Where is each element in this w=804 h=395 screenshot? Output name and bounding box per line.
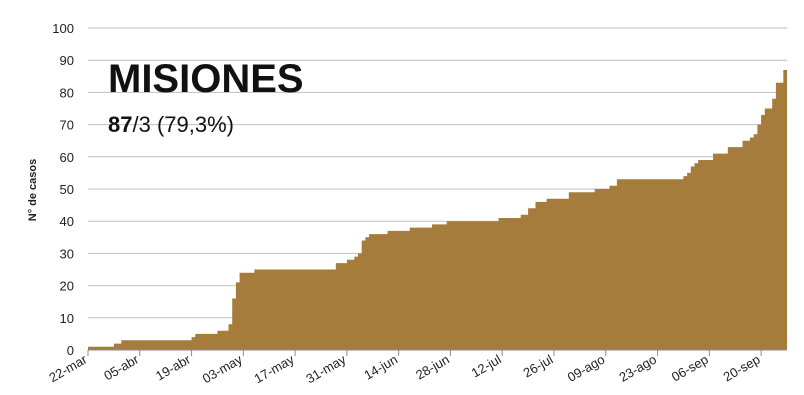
x-tick-label: 31-may xyxy=(303,351,348,386)
y-axis-tick-labels: 0 10 20 30 40 50 60 70 80 90 100 xyxy=(52,21,74,358)
x-tick-label: 23-ago xyxy=(617,352,660,385)
y-tick-label: 100 xyxy=(52,21,74,36)
gridlines xyxy=(88,27,787,351)
x-tick-label: 17-may xyxy=(252,351,297,386)
x-tick-label: 20-sep xyxy=(721,352,763,385)
chart-title: MISIONES xyxy=(108,57,304,101)
x-tick-label: 09-ago xyxy=(565,352,608,385)
subtitle-bold-count: 87 xyxy=(108,112,132,137)
x-tick-label: 06-sep xyxy=(669,352,711,385)
y-tick-label: 60 xyxy=(60,150,74,165)
x-tick-label: 19-abr xyxy=(153,351,194,383)
cases-area xyxy=(88,69,787,351)
x-tick-label: 12-jul xyxy=(469,352,504,381)
chart-subtitle: 87/3 (79,3%) xyxy=(108,112,234,137)
x-tick-label: 03-may xyxy=(200,351,245,386)
y-tick-label: 90 xyxy=(60,53,74,68)
subtitle-rest: /3 (79,3%) xyxy=(132,112,234,137)
y-tick-label: 0 xyxy=(67,343,74,358)
y-axis-label: N° de casos xyxy=(27,159,39,221)
y-tick-label: 70 xyxy=(60,118,74,133)
area-series xyxy=(88,69,787,351)
y-tick-label: 80 xyxy=(60,85,74,100)
x-tick-label: 05-abr xyxy=(101,351,142,383)
x-axis-tick-labels: 22-mar 05-abr 19-abr 03-may 17-may 31-may 14-j… xyxy=(46,351,762,386)
y-tick-label: 50 xyxy=(60,182,74,197)
y-tick-label: 10 xyxy=(60,311,74,326)
x-tick-label: 14-jun xyxy=(361,352,400,383)
y-tick-label: 20 xyxy=(60,279,74,294)
y-tick-label: 30 xyxy=(60,246,74,261)
axes xyxy=(87,349,787,356)
x-tick-label: 28-jun xyxy=(413,352,452,383)
y-tick-label: 40 xyxy=(60,214,74,229)
x-tick-label: 26-jul xyxy=(520,352,555,381)
